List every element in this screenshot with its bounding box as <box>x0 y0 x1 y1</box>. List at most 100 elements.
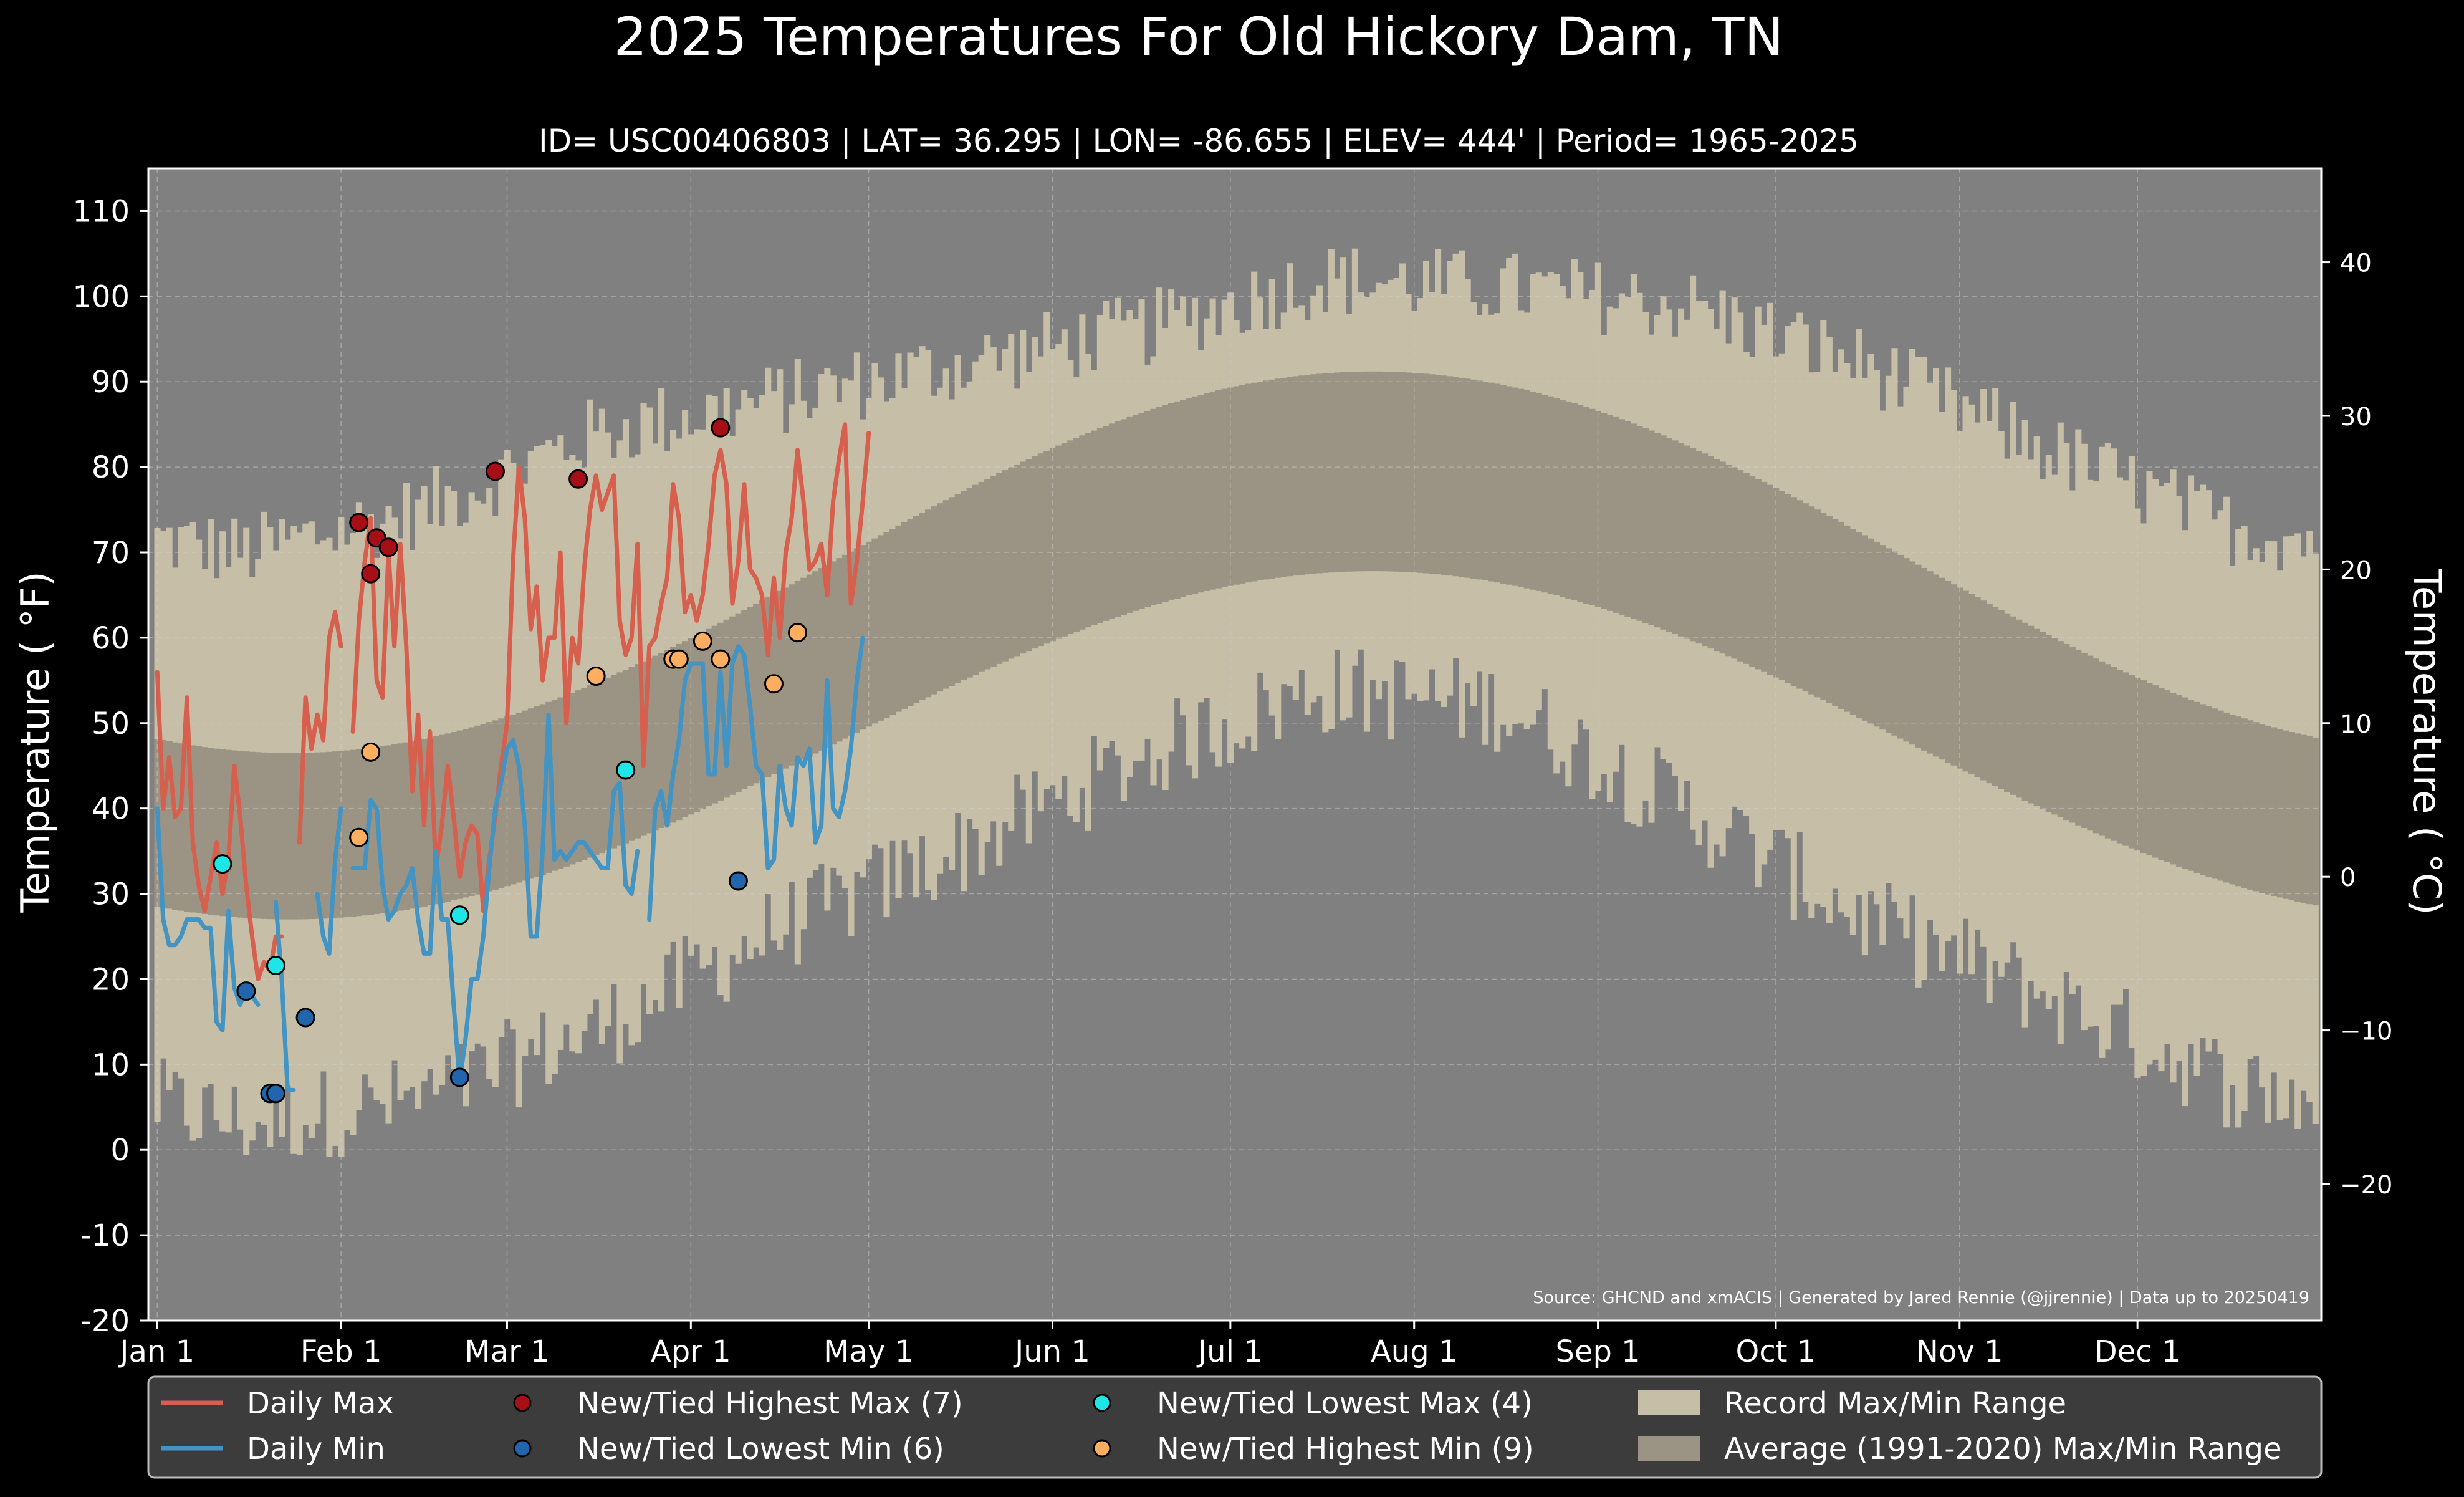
normal-range-bar <box>925 509 932 698</box>
normal-range-bar <box>2265 725 2271 895</box>
normal-range-bar <box>456 730 463 899</box>
normal-range-bar <box>1927 571 1934 754</box>
normal-range-bar <box>290 753 297 920</box>
normal-range-bar <box>1227 387 1234 586</box>
legend-label: New/Tied Highest Min (9) <box>1157 1432 1534 1466</box>
normal-range-bar <box>1897 554 1904 739</box>
normal-range-bar <box>1067 440 1074 634</box>
normal-range-bar <box>1790 497 1797 686</box>
legend-label: Record Max/Min Range <box>1724 1386 2066 1421</box>
normal-range-bar <box>385 745 392 913</box>
normal-range-bar <box>1571 403 1578 600</box>
normal-range-bar <box>279 753 285 920</box>
normal-range-bar <box>308 753 315 920</box>
normal-range-bar <box>1920 567 1928 751</box>
normal-range-bar <box>1648 430 1655 625</box>
normal-range-bar <box>871 538 878 724</box>
normal-range-bar <box>2140 680 2147 854</box>
marker-new-lowest-max <box>213 854 232 874</box>
normal-range-bar <box>670 647 677 823</box>
normal-range-bar <box>1802 503 1809 692</box>
normal-range-bar <box>2146 683 2153 855</box>
normal-range-bar <box>853 548 860 733</box>
normal-range-bar <box>961 491 967 681</box>
normal-range-bar <box>1422 373 1430 574</box>
normal-range-bar <box>2069 647 2076 823</box>
normal-range-bar <box>1091 430 1098 625</box>
normal-range-bar <box>2045 635 2052 812</box>
normal-range-bar <box>1589 408 1596 605</box>
normal-range-bar <box>1186 398 1192 595</box>
marker-new-lowest-min <box>266 1084 285 1104</box>
normal-range-bar <box>468 727 475 897</box>
normal-range-bar <box>1043 450 1050 644</box>
y-tick-label: 20 <box>92 962 130 997</box>
y-tick-label: 30 <box>92 877 130 912</box>
normal-range-bar <box>1684 445 1690 639</box>
normal-range-bar <box>1204 393 1210 591</box>
y-tick-label: 100 <box>72 279 130 314</box>
normal-range-bar <box>1055 445 1062 639</box>
normal-range-bar <box>1903 558 1910 742</box>
normal-range-bar <box>1530 392 1536 590</box>
normal-range-bar <box>1559 400 1566 597</box>
normal-range-bar <box>1180 400 1187 597</box>
normal-range-bar <box>622 670 630 844</box>
x-tick-label: May 1 <box>823 1334 914 1369</box>
normal-range-bar <box>729 616 736 795</box>
normal-range-bar <box>272 753 279 920</box>
normal-range-bar <box>1606 415 1613 611</box>
normal-range-bar <box>1773 488 1780 678</box>
normal-range-bar <box>1393 372 1400 572</box>
normal-range-bar <box>1429 374 1436 574</box>
normal-range-bar <box>2182 697 2188 869</box>
marker-new-highest-max <box>568 469 588 489</box>
normal-range-bar <box>1079 435 1086 630</box>
normal-range-bar <box>314 752 321 919</box>
normal-range-bar <box>1008 467 1015 659</box>
normal-range-bar <box>1702 453 1709 647</box>
normal-range-bar <box>2271 727 2278 897</box>
normal-range-bar <box>1666 438 1673 632</box>
chart-subtitle: ID= USC00406803 | LAT= 36.295 | LON= -86… <box>539 123 1859 159</box>
y-tick-label: 70 <box>92 536 130 570</box>
normal-range-bar <box>1002 470 1009 662</box>
normal-range-bar <box>1358 371 1364 572</box>
marker-new-highest-max <box>485 461 505 481</box>
legend-label: New/Tied Highest Max (7) <box>577 1386 963 1421</box>
x-tick-label: Apr 1 <box>651 1334 731 1369</box>
normal-range-bar <box>2187 700 2195 871</box>
normal-range-bar <box>184 744 191 912</box>
normal-range-bar <box>1435 375 1442 575</box>
normal-range-bar <box>1613 416 1619 613</box>
normal-range-bar <box>1316 373 1323 574</box>
normal-range-bar <box>907 519 914 706</box>
normal-range-bar <box>1957 587 1963 769</box>
x-tick-label: Dec 1 <box>2094 1334 2181 1369</box>
normal-range-bar <box>990 476 997 667</box>
normal-range-bar <box>243 751 250 918</box>
normal-range-bar <box>1636 426 1643 621</box>
normal-range-bar <box>208 748 214 915</box>
normal-range-bar <box>2057 641 2064 817</box>
normal-range-bar <box>1785 494 1791 683</box>
normal-range-bar <box>1796 500 1803 689</box>
normal-range-bar <box>1856 532 1862 718</box>
daily-min-line <box>155 635 865 1092</box>
normal-range-bar <box>2087 655 2094 831</box>
normal-range-bar <box>1108 423 1115 619</box>
normal-range-bar <box>1844 525 1851 712</box>
normal-range-bar <box>433 736 439 905</box>
normal-range-bar <box>593 683 600 855</box>
x-tick-label: Jun 1 <box>1013 1334 1090 1369</box>
normal-range-bar <box>332 751 338 918</box>
y2-tick-label: 30 <box>2340 403 2372 431</box>
normal-range-bar <box>545 701 552 873</box>
normal-range-bar <box>510 715 517 885</box>
normal-range-bar <box>1873 541 1880 727</box>
normal-range-bar <box>2164 690 2171 862</box>
marker-new-lowest-max <box>449 905 469 925</box>
normal-range-bar <box>1411 373 1418 573</box>
normal-range-bar <box>2111 667 2117 841</box>
normal-range-bar <box>1909 561 1916 745</box>
